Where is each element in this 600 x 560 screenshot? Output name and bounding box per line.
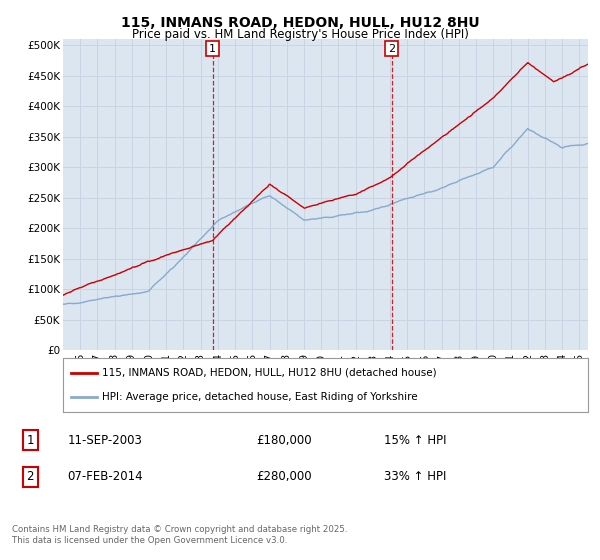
Text: 15% ↑ HPI: 15% ↑ HPI [385, 433, 447, 447]
Text: 115, INMANS ROAD, HEDON, HULL, HU12 8HU: 115, INMANS ROAD, HEDON, HULL, HU12 8HU [121, 16, 479, 30]
Text: 2: 2 [26, 470, 34, 483]
Text: Price paid vs. HM Land Registry's House Price Index (HPI): Price paid vs. HM Land Registry's House … [131, 28, 469, 41]
Text: HPI: Average price, detached house, East Riding of Yorkshire: HPI: Average price, detached house, East… [103, 392, 418, 402]
Text: Contains HM Land Registry data © Crown copyright and database right 2025.
This d: Contains HM Land Registry data © Crown c… [12, 525, 347, 545]
Text: 1: 1 [26, 433, 34, 447]
Text: 115, INMANS ROAD, HEDON, HULL, HU12 8HU (detached house): 115, INMANS ROAD, HEDON, HULL, HU12 8HU … [103, 368, 437, 378]
Text: £280,000: £280,000 [256, 470, 312, 483]
Text: 07-FEB-2014: 07-FEB-2014 [67, 470, 143, 483]
Text: 2: 2 [388, 44, 395, 54]
Text: 11-SEP-2003: 11-SEP-2003 [67, 433, 142, 447]
Text: £180,000: £180,000 [256, 433, 312, 447]
Text: 33% ↑ HPI: 33% ↑ HPI [385, 470, 447, 483]
Text: 1: 1 [209, 44, 216, 54]
